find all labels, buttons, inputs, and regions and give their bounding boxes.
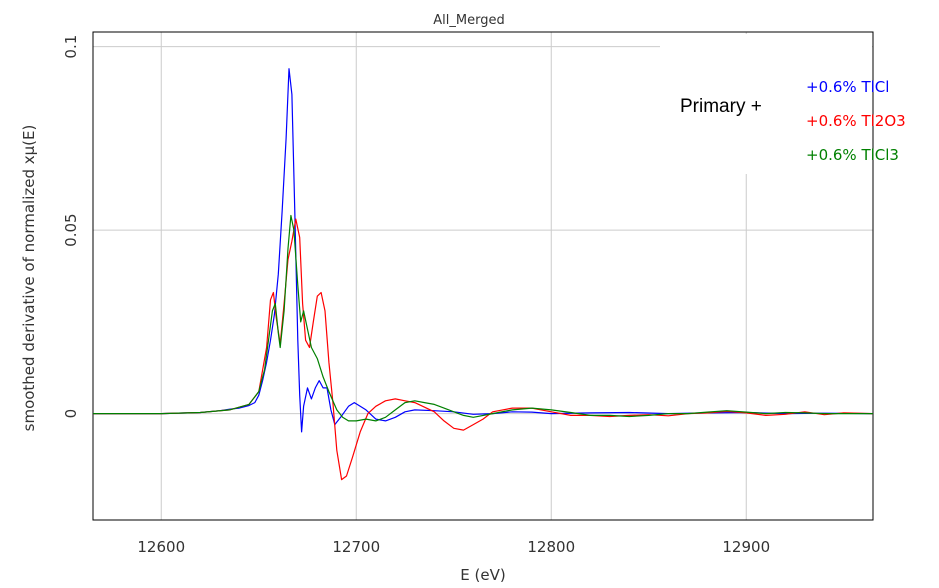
series-line [93,68,874,433]
legend-box [660,34,872,174]
annotation-primary: Primary + [680,96,762,117]
x-axis-label: E (eV) [460,566,505,584]
legend: +0.6% TlCl +0.6% Tl2O3 +0.6% TlCl3 [806,78,906,164]
y-axis-label: smoothed derivative of normalized xμ(E) [20,125,38,432]
y-tick-label: 0.05 [62,213,80,246]
series-line [93,218,874,481]
x-tick-label: 12900 [722,538,770,556]
x-tick-label: 12600 [137,538,185,556]
legend-background [660,34,872,174]
tick-labels: 12600 12700 12800 12900 0 0.05 0.1 [62,35,770,556]
series-group [93,68,874,481]
x-tick-label: 12800 [527,538,575,556]
legend-entry: +0.6% TlCl3 [806,146,899,164]
chart-title: All_Merged [433,13,504,28]
plot-area-frame [92,31,874,521]
y-tick-label: 0.1 [62,35,80,59]
legend-entry: +0.6% Tl2O3 [806,112,906,130]
legend-entry: +0.6% TlCl [806,78,889,96]
series-line [93,214,873,422]
y-tick-label: 0 [62,409,80,419]
x-tick-label: 12700 [332,538,380,556]
